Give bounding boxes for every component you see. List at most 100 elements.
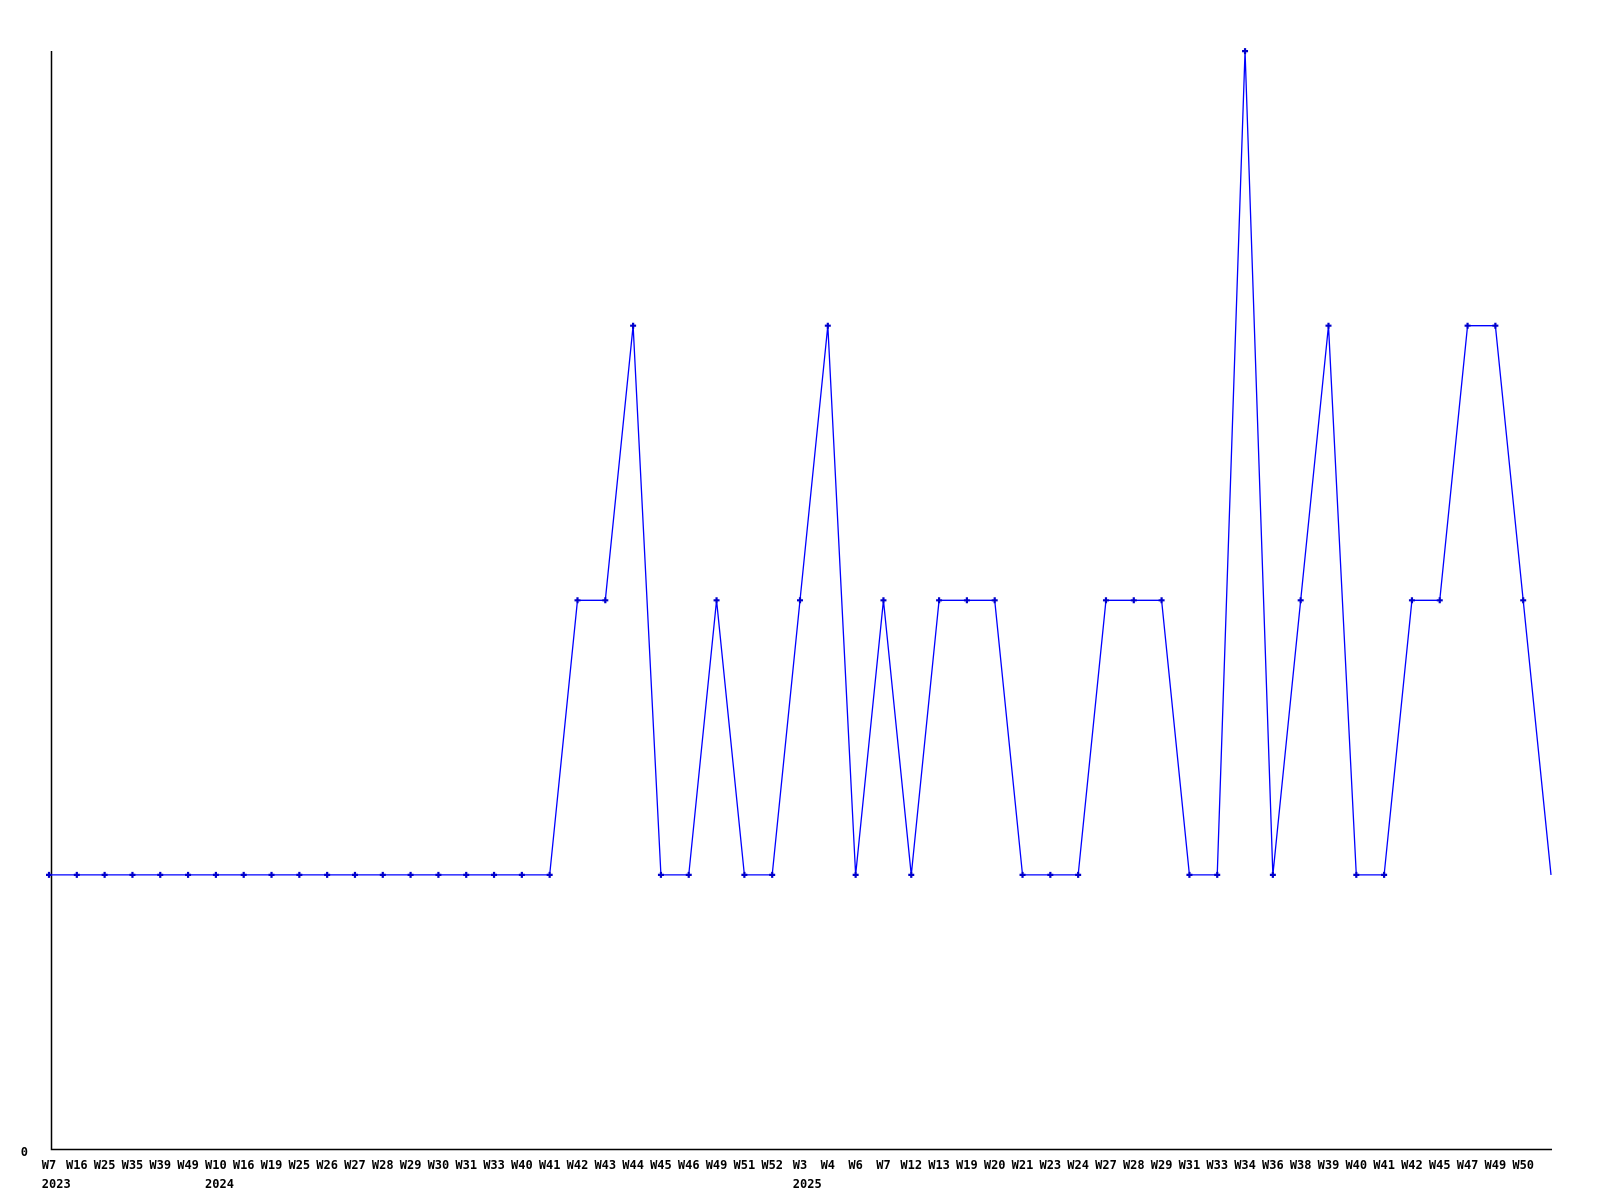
data-point-marker: [240, 871, 247, 878]
data-point-marker: [1019, 871, 1026, 878]
x-tick-label: W38: [1290, 1158, 1312, 1172]
x-tick-label: W25: [94, 1158, 116, 1172]
data-point-marker: [324, 871, 331, 878]
data-point-marker: [129, 871, 136, 878]
x-tick-label: W33: [483, 1158, 505, 1172]
data-point-marker: [1464, 322, 1471, 329]
data-line: [49, 51, 1552, 876]
data-point-marker: [1186, 871, 1193, 878]
data-point-marker: [46, 871, 52, 878]
data-point-marker: [963, 597, 970, 604]
y-axis-zero-label: 0: [21, 1145, 28, 1159]
data-point-marker: [296, 871, 303, 878]
data-point-marker: [1492, 322, 1499, 329]
data-point-marker: [741, 871, 748, 878]
x-tick-label: W29: [400, 1158, 422, 1172]
x-tick-label: W19: [261, 1158, 283, 1172]
data-point-marker: [407, 871, 414, 878]
x-tick-label: W49: [1485, 1158, 1507, 1172]
data-point-marker: [157, 871, 164, 878]
x-tick-label: W26: [316, 1158, 338, 1172]
x-tick-label: W6: [848, 1158, 862, 1172]
x-tick-label: W43: [594, 1158, 616, 1172]
x-tick-label: W13: [928, 1158, 950, 1172]
data-point-marker: [1269, 871, 1276, 878]
data-point-marker: [1158, 597, 1165, 604]
x-tick-label: W39: [149, 1158, 171, 1172]
x-tick-label: W12: [900, 1158, 922, 1172]
x-tick-label: W30: [428, 1158, 450, 1172]
data-point-marker: [1520, 597, 1527, 604]
year-label: 2025: [793, 1177, 822, 1191]
x-tick-label: W40: [511, 1158, 533, 1172]
data-point-marker: [1436, 597, 1443, 604]
x-tick-label: W23: [1039, 1158, 1061, 1172]
data-point-marker: [1047, 871, 1054, 878]
x-tick-label: W3: [793, 1158, 807, 1172]
data-point-marker: [1242, 48, 1249, 55]
year-label: 2023: [42, 1177, 71, 1191]
x-tick-label: W47: [1457, 1158, 1479, 1172]
data-point-marker: [685, 871, 692, 878]
x-tick-label: W16: [233, 1158, 255, 1172]
data-point-marker: [630, 322, 637, 329]
x-tick-label: W33: [1206, 1158, 1228, 1172]
x-tick-label: W19: [956, 1158, 978, 1172]
data-point-marker: [852, 871, 859, 878]
data-point-marker: [546, 871, 553, 878]
data-point-marker: [908, 871, 915, 878]
data-point-marker: [824, 322, 831, 329]
x-tick-label: W45: [650, 1158, 672, 1172]
x-tick-label: W41: [539, 1158, 561, 1172]
x-tick-label: W52: [761, 1158, 783, 1172]
data-point-marker: [1325, 322, 1332, 329]
x-tick-label: W49: [706, 1158, 728, 1172]
x-tick-label: W16: [66, 1158, 88, 1172]
data-point-marker: [1102, 597, 1109, 604]
x-tick-label: W39: [1318, 1158, 1340, 1172]
data-point-marker: [880, 597, 887, 604]
x-tick-label: W28: [372, 1158, 394, 1172]
data-point-marker: [491, 871, 498, 878]
year-label: 2024: [205, 1177, 234, 1191]
x-tick-label: W49: [177, 1158, 199, 1172]
x-tick-label: W7: [876, 1158, 890, 1172]
x-tick-label: W36: [1262, 1158, 1284, 1172]
data-point-marker: [769, 871, 776, 878]
x-tick-label: W34: [1234, 1158, 1256, 1172]
data-point-marker: [268, 871, 275, 878]
x-tick-label: W25: [288, 1158, 310, 1172]
x-tick-label: W27: [344, 1158, 366, 1172]
x-tick-label: W20: [984, 1158, 1006, 1172]
x-tick-label: W31: [455, 1158, 477, 1172]
data-point-marker: [379, 871, 386, 878]
data-point-marker: [351, 871, 358, 878]
data-point-marker: [73, 871, 80, 878]
data-point-marker: [435, 871, 442, 878]
x-tick-label: W7: [42, 1158, 56, 1172]
data-point-marker: [1214, 871, 1221, 878]
data-point-marker: [797, 597, 804, 604]
data-point-marker: [185, 871, 192, 878]
x-tick-label: W35: [122, 1158, 144, 1172]
x-tick-label: W4: [821, 1158, 835, 1172]
x-tick-label: W28: [1123, 1158, 1145, 1172]
x-tick-label: W27: [1095, 1158, 1117, 1172]
x-tick-label: W42: [567, 1158, 589, 1172]
data-point-marker: [936, 597, 943, 604]
x-tick-label: W29: [1151, 1158, 1173, 1172]
x-tick-label: W41: [1373, 1158, 1395, 1172]
x-tick-label: W45: [1429, 1158, 1451, 1172]
data-point-marker: [657, 871, 664, 878]
data-point-marker: [212, 871, 219, 878]
data-point-marker: [1297, 597, 1304, 604]
data-point-marker: [463, 871, 470, 878]
x-tick-label: W21: [1012, 1158, 1034, 1172]
data-point-marker: [1408, 597, 1415, 604]
data-point-marker: [602, 597, 609, 604]
axes-lines: [50, 51, 1553, 1151]
data-point-marker: [101, 871, 108, 878]
data-point-marker: [1075, 871, 1082, 878]
